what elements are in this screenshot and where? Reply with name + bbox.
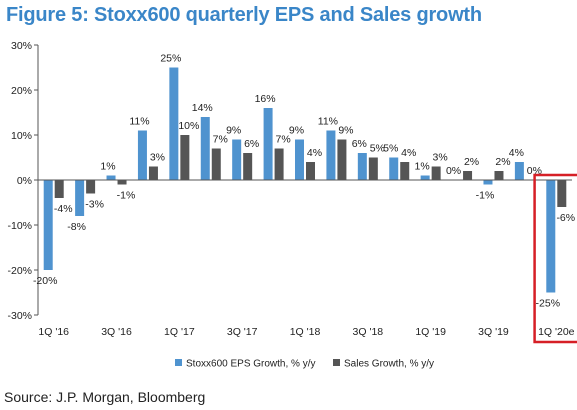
sales-bar <box>180 135 190 180</box>
sales-data-label: 3% <box>150 152 165 164</box>
x-tick-label: 1Q '20e <box>538 326 575 338</box>
eps-bar <box>43 180 53 270</box>
x-tick-label: 3Q '17 <box>227 326 258 338</box>
x-tick-label: 1Q '16 <box>38 326 69 338</box>
bar-chart: 30% 20% 10% 0% -10% -20% -30% -20% -4% -8% -3% 1% -… <box>7 40 577 370</box>
eps-bar <box>295 139 304 180</box>
eps-data-label: -8% <box>67 221 86 233</box>
x-axis: 1Q '16 3Q '16 1Q '17 3Q '17 1Q '18 3Q '18 1Q '… <box>38 179 575 338</box>
legend-label-sales: Sales Growth, % y/y <box>344 359 434 370</box>
x-tick-label: 3Q '16 <box>101 326 132 338</box>
sales-data-label: 5% <box>370 143 385 155</box>
sales-bar <box>494 171 504 180</box>
eps-bar <box>232 139 242 180</box>
eps-data-label: 9% <box>289 125 304 137</box>
eps-data-label: 11% <box>129 116 149 128</box>
sales-data-label: -6% <box>556 212 575 224</box>
eps-data-label: 25% <box>160 53 181 65</box>
x-tick-label: 1Q '19 <box>415 326 446 338</box>
x-tick-label: 1Q '18 <box>290 326 321 338</box>
sales-bar <box>557 180 567 207</box>
eps-data-label: -1% <box>476 190 495 202</box>
legend-swatch-sales <box>333 359 340 366</box>
y-tick-label: -20% <box>7 265 32 277</box>
eps-bar <box>169 67 179 180</box>
x-tick-label: 3Q '19 <box>478 326 509 338</box>
eps-data-label: -20% <box>33 275 58 287</box>
x-tick-label: 1Q '17 <box>164 326 195 338</box>
eps-bar <box>357 153 367 180</box>
sales-bar <box>274 148 284 180</box>
sales-data-label: 2% <box>495 156 510 168</box>
data-labels: -20%-4%-8%-3%1%-1%11%3%25%10%14%7%9%6%16… <box>33 53 575 310</box>
eps-bar <box>389 157 399 180</box>
highlight-box-group <box>533 173 577 344</box>
eps-data-label: 1% <box>415 161 430 173</box>
eps-data-label: 16% <box>255 93 276 105</box>
eps-data-label: 4% <box>509 147 524 159</box>
eps-bar <box>514 162 524 180</box>
eps-bar <box>326 130 336 180</box>
sales-bar <box>400 162 410 180</box>
y-tick-label: -10% <box>7 220 32 232</box>
source-note: Source: J.P. Morgan, Bloomberg <box>4 389 206 405</box>
chart-title: Figure 5: Stoxx600 quarterly EPS and Sal… <box>6 4 482 26</box>
sales-data-label: 2% <box>464 156 479 168</box>
eps-bar <box>106 175 116 180</box>
x-tick-label: 3Q '18 <box>353 326 384 338</box>
sales-data-label: 4% <box>307 147 322 159</box>
eps-data-label: 11% <box>318 116 338 128</box>
bars <box>43 67 567 293</box>
eps-data-label: 14% <box>192 102 213 114</box>
eps-data-label: 5% <box>383 143 398 155</box>
eps-data-label: -25% <box>536 298 561 310</box>
eps-bar <box>75 180 85 216</box>
sales-bar <box>368 157 378 180</box>
eps-bar <box>483 180 493 185</box>
eps-bar <box>420 175 430 180</box>
sales-data-label: 7% <box>213 134 228 146</box>
legend-label-eps: Stoxx600 EPS Growth, % y/y <box>186 359 316 370</box>
sales-bar <box>117 180 127 185</box>
sales-bar <box>463 171 473 180</box>
sales-bar <box>243 153 253 180</box>
sales-bar <box>337 139 347 180</box>
eps-bar <box>137 130 147 180</box>
sales-data-label: 4% <box>401 147 416 159</box>
sales-bar <box>148 166 158 180</box>
eps-bar <box>200 117 210 180</box>
eps-data-label: 0% <box>446 165 461 177</box>
sales-data-label: 7% <box>275 134 290 146</box>
eps-data-label: 6% <box>352 138 367 150</box>
eps-data-label: 1% <box>100 161 115 173</box>
sales-bar <box>54 180 64 198</box>
y-tick-label: 0% <box>17 175 32 187</box>
y-tick-label: -30% <box>7 310 32 322</box>
y-tick-label: 10% <box>11 130 32 142</box>
y-tick-label: 30% <box>11 40 32 52</box>
sales-data-label: -3% <box>85 199 104 211</box>
eps-data-label: 9% <box>226 125 241 137</box>
sales-data-label: 6% <box>244 138 259 150</box>
legend-swatch-eps <box>175 359 182 366</box>
sales-data-label: -4% <box>54 203 73 215</box>
legend: Stoxx600 EPS Growth, % y/y Sales Growth, … <box>175 359 434 370</box>
sales-data-label: 9% <box>338 125 353 137</box>
sales-bar <box>211 148 221 180</box>
sales-data-label: 10% <box>178 120 199 132</box>
sales-bar <box>86 180 96 194</box>
sales-data-label: 3% <box>433 152 448 164</box>
eps-bar <box>263 108 273 180</box>
sales-bar <box>306 162 315 180</box>
y-tick-label: 20% <box>11 85 32 97</box>
sales-bar <box>431 166 441 180</box>
highlight-box <box>533 173 577 344</box>
sales-data-label: -1% <box>117 190 136 202</box>
eps-bar <box>546 180 556 293</box>
